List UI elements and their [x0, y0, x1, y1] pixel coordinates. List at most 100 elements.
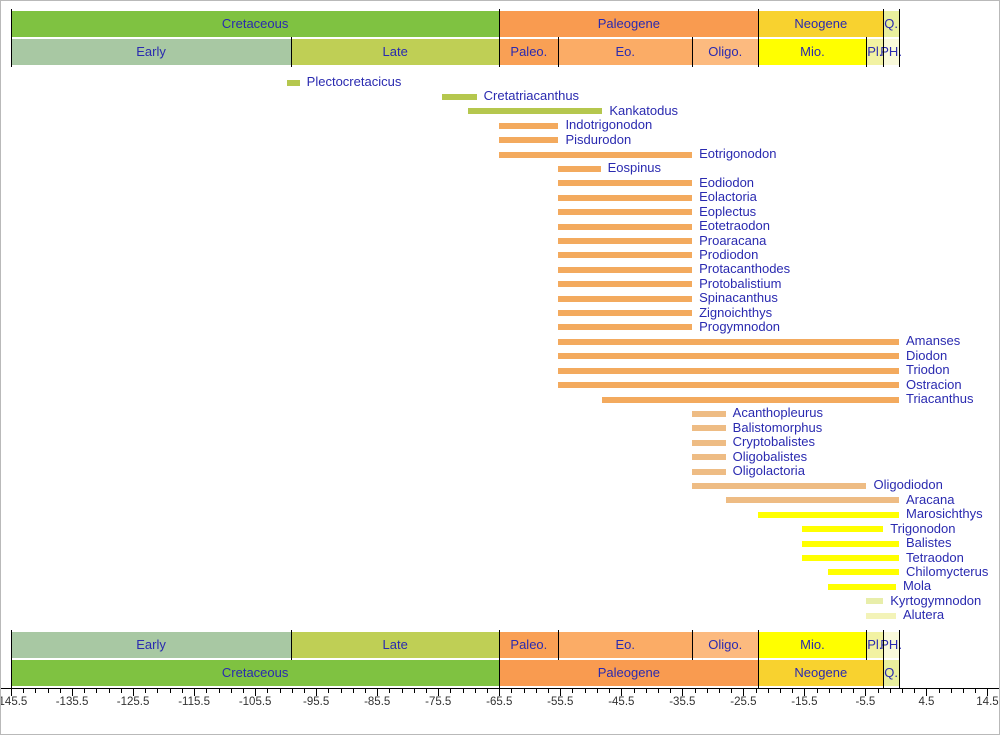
epoch-boundary-line [866, 630, 868, 660]
period-boundary-line [499, 9, 501, 39]
period-segment [758, 660, 884, 686]
axis-minor-tick [279, 689, 281, 693]
axis-minor-tick [413, 689, 415, 693]
epoch-boundary-line [499, 630, 501, 660]
taxon-label: Oligolactoria [732, 463, 805, 479]
axis-minor-tick [938, 689, 940, 693]
taxon-label: Triacanthus [906, 391, 974, 407]
epoch-segment [758, 632, 867, 658]
taxon-range-bar [692, 454, 726, 461]
axis-minor-tick [548, 689, 550, 693]
axis-major-tick [621, 689, 623, 696]
period-boundary-line [11, 9, 12, 39]
axis-major-tick [194, 689, 196, 696]
taxon-range-bar [558, 180, 693, 187]
taxon-label: Aracana [906, 491, 955, 507]
axis-tick-label: -145.5 [1, 696, 28, 708]
epoch-segment-label: Oligo. [708, 637, 743, 652]
taxon-label: Pisdurodon [565, 131, 632, 147]
epoch-segment-label: PH. [880, 637, 902, 652]
axis-minor-tick [902, 689, 904, 693]
taxon-range-bar [801, 540, 899, 547]
axis-minor-tick [230, 689, 232, 693]
epoch-segment-label: Eo. [615, 44, 636, 59]
axis-minor-tick [633, 689, 635, 693]
axis-minor-tick [47, 689, 49, 693]
taxon-label: Ostracion [906, 376, 962, 392]
epoch-segment-label: Eo. [615, 637, 636, 652]
epoch-segment-label: Early [136, 637, 166, 652]
axis-minor-tick [218, 689, 220, 693]
axis-tick-label: -15.5 [791, 696, 818, 708]
epoch-segment [291, 632, 500, 658]
taxon-label: Marosichthys [906, 506, 983, 522]
axis-minor-tick [718, 689, 720, 693]
axis-minor-tick [242, 689, 244, 693]
axis-major-tick [804, 689, 806, 696]
period-segment [11, 11, 500, 37]
taxon-label: Plectocretacicus [306, 74, 402, 89]
epoch-segment-label: Oligo. [708, 44, 743, 59]
epoch-segment [866, 39, 884, 65]
taxon-range-bar [499, 151, 693, 158]
taxon-label: Zignoichthys [699, 304, 773, 320]
axis-major-tick [11, 689, 12, 696]
period-boundary-line [899, 658, 900, 688]
epoch-band-top: Early Late Paleo. Eo. Oligo. Mio. Pl. PH. [1, 37, 999, 67]
taxon-range-bar [558, 194, 693, 201]
axis-tick-label: -35.5 [669, 696, 696, 708]
taxon-range-bar [866, 598, 884, 605]
taxon-range-bar [558, 353, 899, 360]
epoch-segment-label: Paleo. [510, 637, 548, 652]
taxon-range-bar [558, 382, 899, 389]
axis-minor-tick [169, 689, 171, 693]
axis-minor-tick [755, 689, 757, 693]
taxon-label: Balistomorphus [732, 419, 823, 435]
axis-minor-tick [828, 689, 830, 693]
epoch-boundary-line [499, 37, 501, 67]
axis-major-tick [377, 689, 379, 696]
axis-tick-label: -45.5 [608, 696, 635, 708]
axis-minor-tick [596, 689, 598, 693]
axis-minor-tick [206, 689, 208, 693]
axis-tick-label: -65.5 [486, 696, 513, 708]
axis-major-tick [316, 689, 318, 696]
axis-tick-label: 14.5 [976, 696, 999, 708]
taxon-label: Eoplectus [699, 203, 757, 219]
epoch-segment-label: Late [382, 44, 408, 59]
axis-minor-tick [401, 689, 403, 693]
taxon-range-bar [558, 295, 693, 302]
axis-tick-label: -25.5 [730, 696, 757, 708]
axis-tick-label: -125.5 [116, 696, 150, 708]
axis-major-tick [743, 689, 745, 696]
taxon-range-bar [558, 252, 693, 259]
epoch-segment [692, 39, 759, 65]
taxon-label: Cretatriacanthus [483, 88, 580, 104]
taxon-label: Kyrtogymnodon [890, 592, 982, 608]
epoch-segment [758, 39, 867, 65]
period-segment-label: Q. [884, 665, 898, 680]
axis-minor-tick [474, 689, 476, 693]
epoch-segment-label: Pl. [867, 637, 883, 652]
axis-minor-tick [157, 689, 159, 693]
axis-minor-tick [792, 689, 794, 693]
taxon-label: Kankatodus [609, 102, 679, 118]
epoch-segment [499, 39, 559, 65]
taxon-label: Chilomycterus [906, 563, 989, 579]
taxon-range-bar [692, 410, 726, 417]
axis-major-tick [865, 689, 867, 696]
taxon-range-bar [725, 497, 899, 504]
taxon-label: Balistes [906, 535, 952, 551]
axis-minor-tick [609, 689, 611, 693]
period-boundary-line [899, 9, 900, 39]
taxon-range-bar [692, 468, 726, 475]
axis-minor-tick [645, 689, 647, 693]
axis-major-tick [133, 689, 135, 696]
taxon-label: Trigonodon [890, 520, 956, 536]
taxon-label: Alutera [902, 607, 945, 623]
epoch-segment [558, 39, 693, 65]
axis-minor-tick [450, 689, 452, 693]
axis-major-tick [499, 689, 501, 696]
axis-minor-tick [23, 689, 25, 693]
